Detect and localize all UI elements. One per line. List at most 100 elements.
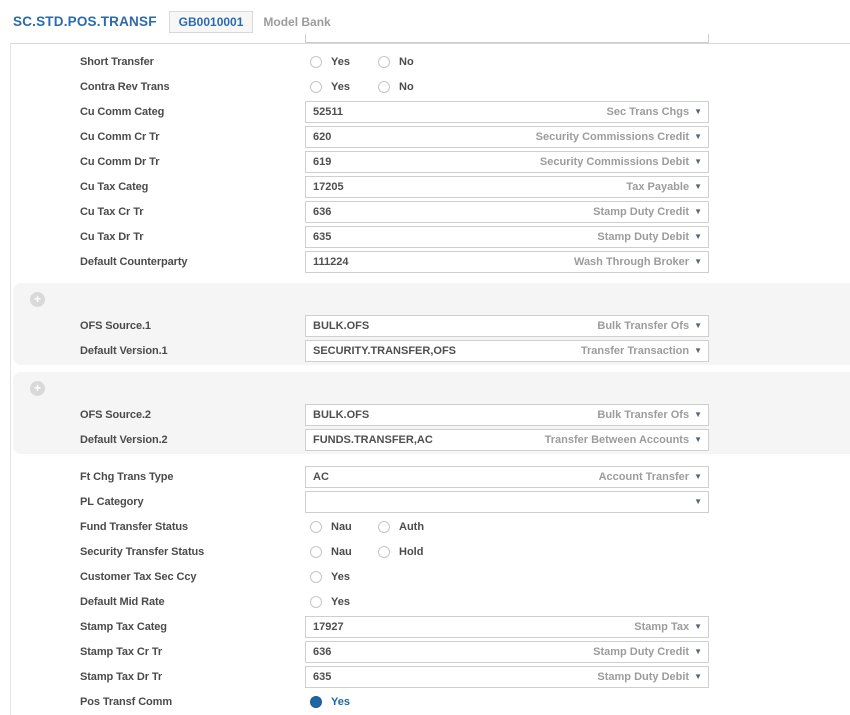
form-content: Short Transfer Yes No Contra Rev Trans Y… — [10, 34, 850, 715]
radio-icon[interactable] — [310, 570, 322, 583]
input-stamp-tax-cr-tr[interactable]: 636 Stamp Duty Credit ▼ — [305, 640, 709, 663]
input-cu-tax-cr-tr[interactable]: 636 Stamp Duty Credit ▼ — [305, 200, 709, 223]
input-ft-chg-trans-type[interactable]: AC Account Transfer ▼ — [305, 465, 709, 488]
input-cu-comm-cr-tr[interactable]: 620 Security Commissions Credit ▼ — [305, 125, 709, 148]
field-label: Cu Comm Dr Tr — [80, 155, 160, 168]
input-default-version-2[interactable]: FUNDS.TRANSFER,AC Transfer Between Accou… — [305, 428, 709, 451]
input-cu-tax-dr-tr[interactable]: 635 Stamp Duty Debit ▼ — [305, 225, 709, 248]
input-default-counterparty[interactable]: 111224 Wash Through Broker ▼ — [305, 250, 709, 273]
dropdown-arrow-icon[interactable]: ▼ — [694, 320, 702, 330]
radio-icon[interactable] — [378, 520, 390, 533]
row-cu-comm-cr-tr: Cu Comm Cr Tr 620 Security Commissions C… — [11, 124, 850, 149]
field-value[interactable]: BULK.OFS — [313, 319, 370, 332]
input-pl-category[interactable]: ▼ — [305, 490, 709, 513]
field-enrichment: Transfer Between Accounts — [544, 433, 690, 446]
radio-pos-transf-comm-yes[interactable]: Yes — [310, 695, 378, 708]
row-customer-tax-sec-ccy: Customer Tax Sec Ccy Yes — [11, 564, 850, 589]
radio-icon[interactable] — [310, 55, 322, 68]
dropdown-arrow-icon[interactable]: ▼ — [694, 206, 702, 216]
row-cu-tax-categ: Cu Tax Categ 17205 Tax Payable ▼ — [11, 174, 850, 199]
field-label: Stamp Tax Cr Tr — [80, 645, 163, 658]
radio-label: Yes — [331, 570, 350, 583]
radio-icon[interactable] — [310, 545, 322, 558]
input-cu-comm-categ[interactable]: 52511 Sec Trans Chgs ▼ — [305, 100, 709, 123]
field-enrichment: Stamp Duty Debit — [597, 670, 690, 683]
field-enrichment: Bulk Transfer Ofs — [597, 319, 690, 332]
radio-security-transfer-status-hold[interactable]: Hold — [378, 545, 446, 558]
dropdown-arrow-icon[interactable]: ▼ — [694, 646, 702, 656]
input-ofs-source-1[interactable]: BULK.OFS Bulk Transfer Ofs ▼ — [305, 314, 709, 337]
dropdown-arrow-icon[interactable]: ▼ — [694, 621, 702, 631]
dropdown-arrow-icon[interactable]: ▼ — [694, 434, 702, 444]
input-stamp-tax-categ[interactable]: 17927 Stamp Tax ▼ — [305, 615, 709, 638]
radio-label: Hold — [399, 545, 424, 558]
field-value[interactable]: 17927 — [313, 620, 344, 633]
dropdown-arrow-icon[interactable]: ▼ — [694, 231, 702, 241]
plus-icon[interactable]: + — [30, 381, 45, 396]
input-cu-comm-dr-tr[interactable]: 619 Security Commissions Debit ▼ — [305, 150, 709, 173]
input-stamp-tax-dr-tr[interactable]: 635 Stamp Duty Debit ▼ — [305, 665, 709, 688]
radio-fund-transfer-status-auth[interactable]: Auth — [378, 520, 446, 533]
radio-label: Auth — [399, 520, 425, 533]
dropdown-arrow-icon[interactable]: ▼ — [694, 671, 702, 681]
dropdown-arrow-icon[interactable]: ▼ — [694, 181, 702, 191]
radio-icon[interactable] — [378, 55, 390, 68]
field-value[interactable]: 619 — [313, 155, 332, 168]
radio-short-transfer-yes[interactable]: Yes — [310, 55, 378, 68]
field-value[interactable]: FUNDS.TRANSFER,AC — [313, 433, 433, 446]
radio-icon[interactable] — [310, 595, 322, 608]
radio-label: Yes — [331, 55, 350, 68]
radio-icon[interactable] — [310, 520, 322, 533]
radio-label: No — [399, 80, 414, 93]
radio-contra-rev-trans-yes[interactable]: Yes — [310, 80, 378, 93]
field-value[interactable]: AC — [313, 470, 329, 483]
field-value[interactable]: 111224 — [313, 255, 349, 268]
radio-icon[interactable] — [378, 545, 390, 558]
radio-customer-tax-sec-ccy-yes[interactable]: Yes — [310, 570, 378, 583]
dropdown-arrow-icon[interactable]: ▼ — [694, 345, 702, 355]
field-value[interactable]: 52511 — [313, 105, 343, 118]
radio-fund-transfer-status-nau[interactable]: Nau — [310, 520, 378, 533]
field-value[interactable]: 17205 — [313, 180, 344, 193]
radio-icon[interactable] — [310, 695, 322, 708]
field-label: Default Mid Rate — [80, 595, 165, 608]
dropdown-arrow-icon[interactable]: ▼ — [694, 471, 702, 481]
field-label: Default Version.2 — [80, 433, 168, 446]
radio-group-security-transfer-status: Nau Hold — [310, 545, 446, 558]
field-label: Cu Tax Dr Tr — [80, 230, 144, 243]
radio-icon[interactable] — [378, 80, 390, 93]
radio-short-transfer-no[interactable]: No — [378, 55, 446, 68]
radio-label: No — [399, 55, 414, 68]
radio-default-mid-rate-yes[interactable]: Yes — [310, 595, 378, 608]
dropdown-arrow-icon[interactable]: ▼ — [694, 496, 702, 506]
field-value[interactable]: 636 — [313, 205, 332, 218]
radio-security-transfer-status-nau[interactable]: Nau — [310, 545, 378, 558]
field-value[interactable]: 635 — [313, 670, 332, 683]
row-stamp-tax-dr-tr: Stamp Tax Dr Tr 635 Stamp Duty Debit ▼ — [11, 664, 850, 689]
dropdown-arrow-icon[interactable]: ▼ — [694, 409, 702, 419]
radio-label: Nau — [331, 545, 352, 558]
field-label: Contra Rev Trans — [80, 80, 170, 93]
field-value[interactable]: SECURITY.TRANSFER,OFS — [313, 344, 457, 357]
input-cu-tax-categ[interactable]: 17205 Tax Payable ▼ — [305, 175, 709, 198]
field-label: Fund Transfer Status — [80, 520, 189, 533]
input-truncated-top[interactable] — [305, 34, 709, 43]
row-ofs-source-1: OFS Source.1 BULK.OFS Bulk Transfer Ofs … — [13, 313, 850, 338]
field-value[interactable]: 636 — [313, 645, 332, 658]
field-value[interactable]: BULK.OFS — [313, 408, 370, 421]
dropdown-arrow-icon[interactable]: ▼ — [694, 131, 702, 141]
input-default-version-1[interactable]: SECURITY.TRANSFER,OFS Transfer Transacti… — [305, 339, 709, 362]
field-label: Cu Comm Cr Tr — [80, 130, 160, 143]
plus-icon[interactable]: + — [30, 292, 45, 307]
dropdown-arrow-icon[interactable]: ▼ — [694, 156, 702, 166]
dropdown-arrow-icon[interactable]: ▼ — [694, 256, 702, 266]
radio-contra-rev-trans-no[interactable]: No — [378, 80, 446, 93]
radio-group-customer-tax-sec-ccy: Yes — [310, 570, 378, 583]
radio-label: Yes — [331, 695, 350, 708]
field-value[interactable]: 635 — [313, 230, 332, 243]
field-value[interactable]: 620 — [313, 130, 332, 143]
dropdown-arrow-icon[interactable]: ▼ — [694, 106, 702, 116]
field-label: Security Transfer Status — [80, 545, 205, 558]
radio-icon[interactable] — [310, 80, 322, 93]
input-ofs-source-2[interactable]: BULK.OFS Bulk Transfer Ofs ▼ — [305, 403, 709, 426]
